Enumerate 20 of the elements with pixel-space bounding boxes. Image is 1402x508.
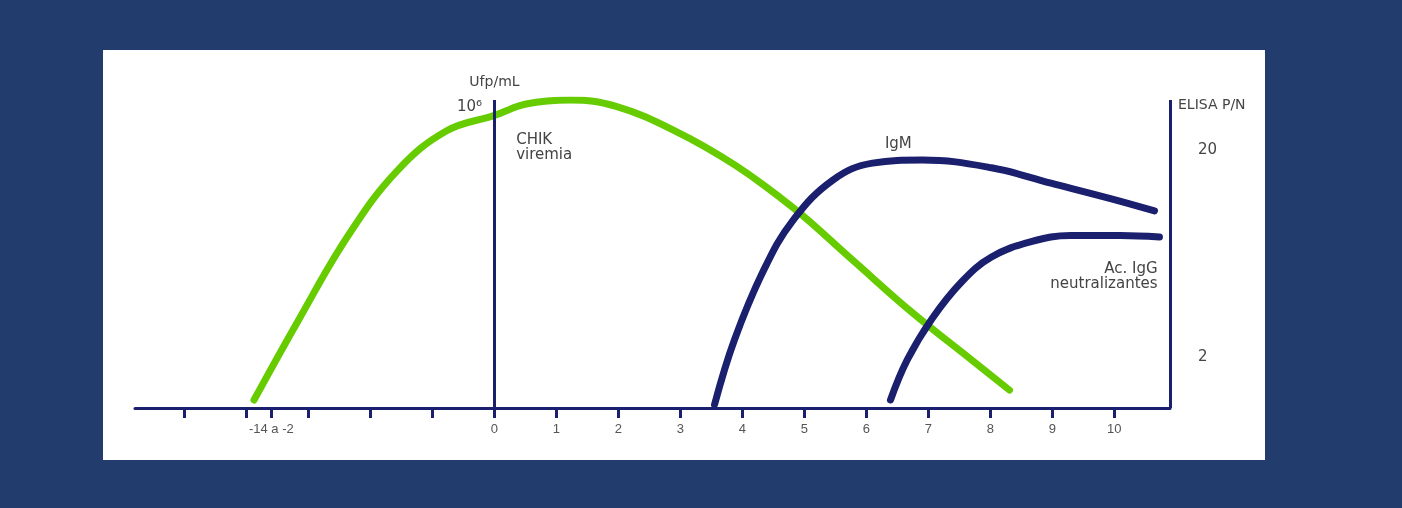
x-tick-label: 9 (1048, 421, 1056, 436)
x-tick-label: -14 a -2 (248, 421, 294, 436)
annotation: Ac. IgG neutralizantes (1050, 259, 1158, 293)
y-axis-title: Ufp/mL (469, 73, 520, 89)
annotation: CHIK viremia (516, 129, 573, 163)
x-tick-label: 2 (614, 421, 623, 436)
x-tick-label: 3 (676, 421, 685, 436)
annotation: IgM (884, 134, 912, 153)
text: 2 (1197, 346, 1208, 365)
x-tick-label: 10 (1106, 421, 1122, 436)
annotation: 10⁶ (456, 97, 483, 116)
x-tick-label: 0 (490, 421, 499, 436)
x-tick-label: 1 (552, 421, 561, 436)
x-tick-label: 7 (924, 421, 932, 436)
y2-axis-title: ELISA P/N (1178, 96, 1246, 112)
x-tick-label: 4 (738, 421, 746, 436)
text: 20 (1197, 140, 1217, 159)
x-tick-label: 5 (800, 421, 808, 436)
x-tick-label: 8 (986, 421, 994, 436)
x-tick-label: 6 (862, 421, 870, 436)
